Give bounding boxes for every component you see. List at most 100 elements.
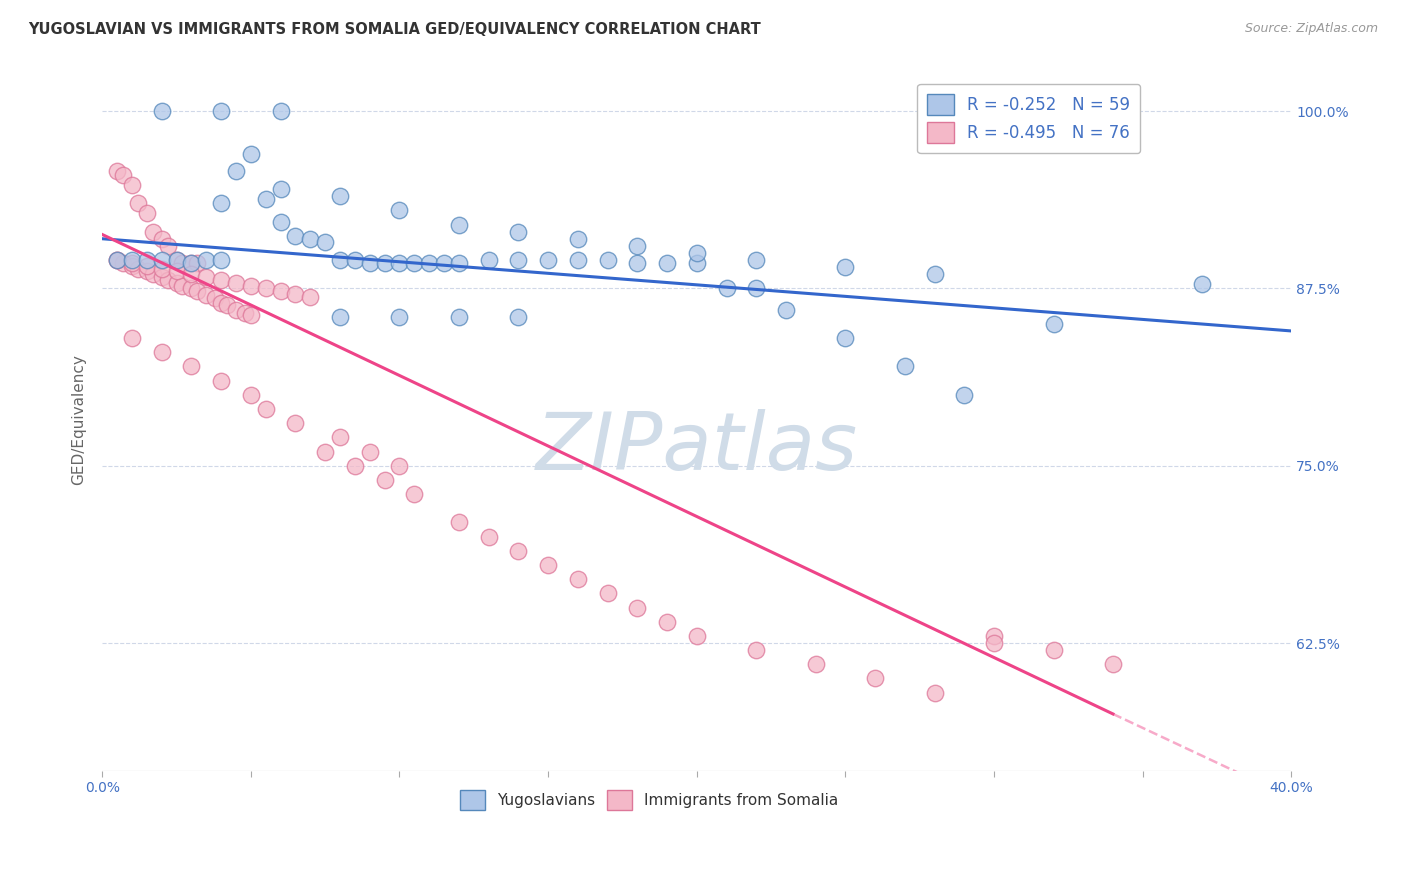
Point [180, 256, 202, 270]
Point [150, 253, 173, 268]
Point [195, 288, 218, 302]
Point [567, 253, 589, 268]
Text: ZIPatlas: ZIPatlas [536, 409, 858, 487]
Point [156, 239, 179, 253]
Point [478, 253, 501, 268]
Point [478, 530, 501, 544]
Point [180, 359, 202, 374]
Point [121, 178, 143, 192]
Point [596, 253, 619, 268]
Point [166, 253, 188, 268]
Point [254, 281, 277, 295]
Point [596, 586, 619, 600]
Point [1191, 277, 1213, 292]
Point [924, 267, 946, 281]
Point [239, 146, 262, 161]
Point [983, 629, 1005, 643]
Point [329, 253, 352, 268]
Point [195, 270, 218, 285]
Point [127, 196, 149, 211]
Point [745, 643, 768, 657]
Point [180, 256, 202, 270]
Point [254, 401, 277, 416]
Point [270, 104, 292, 119]
Text: Source: ZipAtlas.com: Source: ZipAtlas.com [1244, 22, 1378, 36]
Point [686, 629, 709, 643]
Point [374, 256, 396, 270]
Point [404, 256, 426, 270]
Point [1042, 643, 1064, 657]
Point [127, 261, 149, 276]
Legend: Yugoslavians, Immigrants from Somalia: Yugoslavians, Immigrants from Somalia [454, 784, 844, 815]
Point [225, 302, 247, 317]
Point [343, 458, 366, 473]
Point [537, 253, 560, 268]
Point [314, 444, 336, 458]
Point [655, 615, 678, 629]
Point [537, 558, 560, 572]
Point [863, 672, 886, 686]
Point [186, 256, 208, 270]
Point [626, 600, 648, 615]
Point [418, 256, 440, 270]
Point [186, 284, 208, 298]
Point [105, 253, 128, 268]
Point [567, 572, 589, 586]
Point [834, 260, 856, 274]
Point [508, 225, 530, 239]
Point [626, 239, 648, 253]
Point [209, 253, 232, 268]
Point [388, 458, 411, 473]
Point [111, 168, 134, 182]
Point [1042, 317, 1064, 331]
Point [388, 203, 411, 218]
Point [716, 281, 738, 295]
Point [121, 253, 143, 268]
Point [225, 276, 247, 290]
Point [121, 256, 143, 270]
Point [239, 278, 262, 293]
Point [447, 218, 470, 232]
Point [924, 686, 946, 700]
Point [804, 657, 827, 672]
Point [834, 331, 856, 345]
Point [135, 253, 157, 268]
Point [284, 287, 307, 301]
Point [166, 253, 188, 268]
Point [233, 305, 256, 319]
Point [150, 345, 173, 359]
Point [388, 256, 411, 270]
Point [142, 225, 165, 239]
Point [172, 256, 194, 270]
Point [983, 636, 1005, 650]
Point [284, 416, 307, 430]
Point [180, 267, 202, 281]
Point [314, 235, 336, 249]
Point [135, 259, 157, 273]
Point [217, 298, 239, 312]
Point [359, 256, 381, 270]
Point [626, 256, 648, 270]
Point [105, 163, 128, 178]
Point [433, 256, 456, 270]
Point [135, 206, 157, 220]
Point [270, 215, 292, 229]
Point [156, 273, 179, 287]
Point [105, 253, 128, 268]
Text: YUGOSLAVIAN VS IMMIGRANTS FROM SOMALIA GED/EQUIVALENCY CORRELATION CHART: YUGOSLAVIAN VS IMMIGRANTS FROM SOMALIA G… [28, 22, 761, 37]
Point [284, 228, 307, 243]
Point [111, 256, 134, 270]
Point [204, 291, 226, 305]
Point [166, 276, 188, 290]
Point [299, 232, 322, 246]
Point [166, 264, 188, 278]
Point [329, 310, 352, 324]
Point [254, 192, 277, 206]
Point [686, 256, 709, 270]
Point [209, 104, 232, 119]
Point [447, 310, 470, 324]
Point [239, 309, 262, 323]
Y-axis label: GED/Equivalency: GED/Equivalency [72, 354, 86, 485]
Point [745, 281, 768, 295]
Point [447, 256, 470, 270]
